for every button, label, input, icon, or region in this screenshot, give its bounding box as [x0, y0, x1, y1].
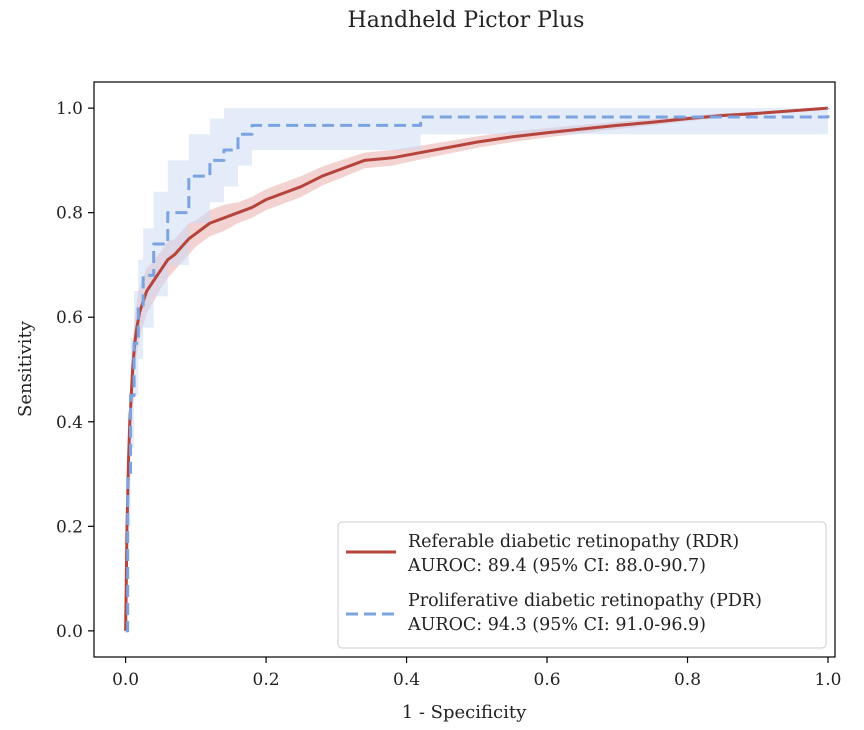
- y-axis-ticks: 0.0 0.2 0.4 0.6 0.8 1.0: [56, 99, 94, 642]
- series-line-pdr: [125, 108, 830, 633]
- legend-label-pdr: Proliferative diabetic retinopathy (PDR): [408, 591, 762, 611]
- x-axis-ticks: 0.0 0.2 0.4 0.6 0.8 1.0: [112, 657, 841, 690]
- legend-auroc-rdr: AUROC: 89.4 (95% CI: 88.0-90.7): [407, 556, 706, 576]
- y-tick-label: 0.8: [56, 204, 83, 224]
- x-tick-label: 0.8: [674, 670, 701, 690]
- plot-frame: [93, 81, 836, 658]
- x-tick-label: 1.0: [814, 670, 841, 690]
- x-tick-label: 0.2: [253, 670, 280, 690]
- legend-label-rdr: Referable diabetic retinopathy (RDR): [408, 532, 739, 552]
- series-lines: [124, 106, 830, 633]
- x-tick-label: 0.0: [112, 670, 139, 690]
- legend-box: [337, 521, 827, 649]
- y-tick-label: 0.4: [56, 413, 83, 433]
- y-axis-label: Sensitivity: [15, 320, 36, 417]
- x-tick-label: 0.6: [534, 670, 561, 690]
- y-tick-label: 1.0: [56, 99, 83, 119]
- y-tick-label: 0.0: [56, 622, 83, 642]
- confidence-bands: [125, 108, 828, 631]
- legend: Referable diabetic retinopathy (RDR) AUR…: [337, 521, 827, 649]
- y-tick-label: 0.6: [56, 308, 83, 328]
- x-axis-label: 1 - Specificity: [402, 702, 527, 723]
- chart-title: Handheld Pictor Plus: [348, 8, 585, 33]
- legend-auroc-pdr: AUROC: 94.3 (95% CI: 91.0-96.9): [407, 615, 706, 635]
- y-tick-label: 0.2: [56, 517, 83, 537]
- ci-band-pdr: [125, 108, 828, 631]
- x-tick-label: 0.4: [393, 670, 420, 690]
